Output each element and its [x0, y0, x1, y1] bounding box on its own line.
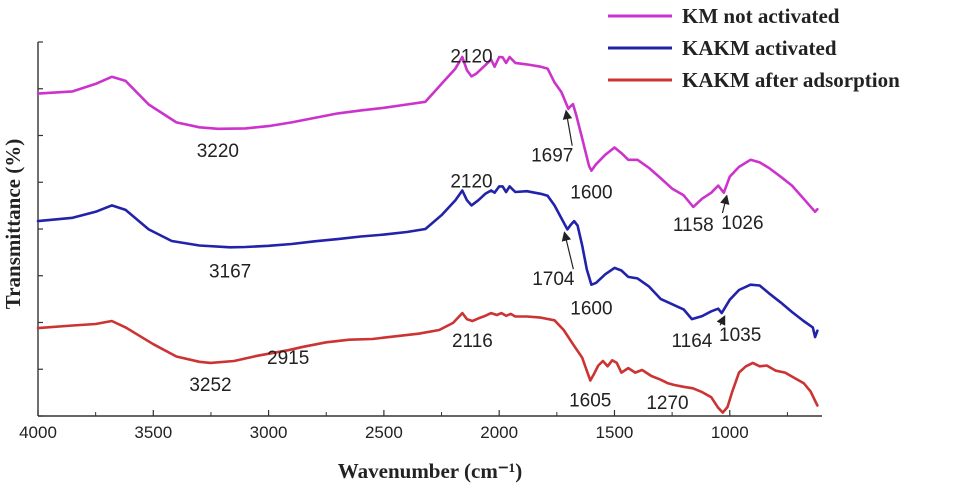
- x-tick-label: 2000: [480, 423, 518, 442]
- axes: 4000 3500 3000 2500 2000 1500 1000: [19, 41, 822, 442]
- peak-label: 1697: [531, 146, 573, 167]
- peak-label: 1270: [646, 393, 688, 414]
- peak-label: 1158: [673, 215, 714, 236]
- x-tick-label: 1000: [711, 423, 749, 442]
- legend: KM not activated KAKM activated KAKM after…: [608, 4, 900, 92]
- peak-label: 1704: [532, 269, 575, 290]
- peak-label: 1600: [570, 183, 612, 204]
- series-line-kakm-activated: [36, 185, 819, 339]
- legend-label: KAKM activated: [682, 36, 837, 60]
- peak-label: 2120: [450, 171, 492, 192]
- x-axis-title: Wavenumber (cm⁻¹): [338, 459, 522, 483]
- series-line-km-not-activated: [36, 55, 819, 214]
- annotation-group: 2120 3220 1697 1600 1158 1026 2120 3167 1704 1600…: [189, 46, 763, 414]
- legend-label: KAKM after adsorption: [682, 68, 900, 92]
- series-line-kakm-after-adsorption: [36, 311, 819, 414]
- legend-label: KM not activated: [682, 4, 840, 28]
- peak-label: 1035: [719, 325, 761, 346]
- peak-label: 3252: [189, 375, 231, 396]
- peak-arrow: [561, 231, 574, 270]
- peak-label: 2120: [450, 46, 492, 67]
- peak-label: 1605: [569, 390, 611, 411]
- peak-label: 3167: [209, 261, 251, 282]
- peak-label: 2116: [452, 331, 493, 352]
- peak-label: 3220: [197, 141, 239, 162]
- series-group: [36, 55, 819, 414]
- legend-item-kakm-after-adsorption: KAKM after adsorption: [608, 68, 900, 92]
- peak-label: 1164: [672, 331, 713, 352]
- legend-item-kakm-activated: KAKM activated: [608, 36, 837, 60]
- peak-arrow: [720, 194, 730, 214]
- x-tick-label: 4000: [19, 423, 57, 442]
- peak-arrow: [716, 315, 726, 326]
- x-tick-label: 3000: [250, 423, 288, 442]
- peak-label: 1600: [570, 299, 612, 320]
- peak-label: 2915: [267, 348, 309, 369]
- peak-arrow: [562, 109, 573, 146]
- x-tick-label: 1500: [596, 423, 634, 442]
- x-tick-label: 2500: [365, 423, 403, 442]
- x-tick-label: 3500: [134, 423, 172, 442]
- peak-label: 1026: [721, 213, 763, 234]
- legend-item-km-not-activated: KM not activated: [608, 4, 840, 28]
- y-axis-title: Transmittance (%): [1, 139, 25, 310]
